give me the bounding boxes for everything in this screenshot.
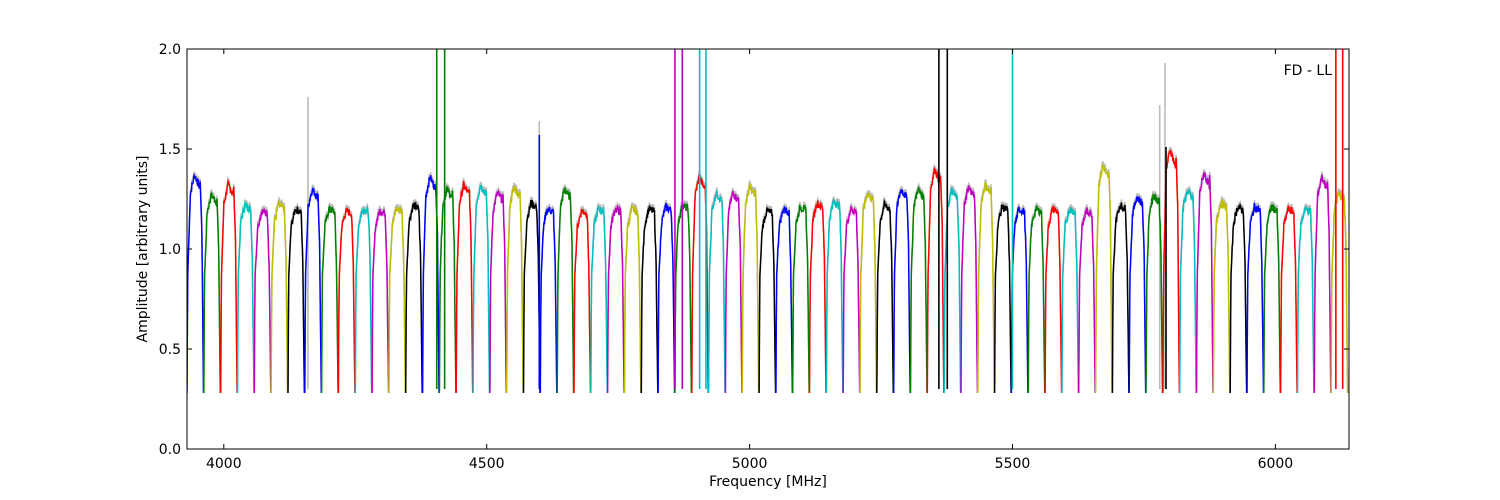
- band-segment-23: [573, 208, 592, 394]
- band-segment-40: [859, 192, 878, 394]
- band-segment-8: [320, 205, 339, 394]
- band-segment-19: [505, 185, 524, 394]
- band-segment-51: [1044, 205, 1063, 394]
- band-segment-56: [1128, 195, 1147, 394]
- band-segment-17: [472, 184, 491, 394]
- x-tick-label: 5000: [732, 456, 768, 472]
- band-segment-24: [590, 205, 609, 394]
- band-segment-46: [960, 185, 979, 394]
- band-segment-13: [404, 200, 423, 394]
- band-segment-21: [539, 206, 558, 394]
- band-segment-66: [1296, 206, 1315, 394]
- band-segment-32: [724, 190, 743, 394]
- band-segment-65: [1279, 205, 1298, 394]
- band-segment-29: [674, 202, 693, 394]
- band-segment-11: [371, 208, 390, 394]
- band-segment-36: [791, 204, 810, 394]
- band-segment-59: [1178, 188, 1197, 394]
- band-segment-9: [337, 207, 356, 394]
- band-segment-47: [977, 182, 996, 394]
- band-segment-48: [993, 204, 1012, 394]
- band-segment-62: [1229, 202, 1248, 394]
- plot-frame: [186, 48, 1350, 450]
- band-segment-52: [1061, 206, 1080, 394]
- band-segment-60: [1195, 172, 1214, 394]
- band-segment-55: [1111, 202, 1130, 394]
- band-segment-15: [438, 185, 457, 394]
- y-tick-label: 1.5: [159, 142, 181, 158]
- band-segment-4: [253, 208, 272, 394]
- band-segment-5: [270, 198, 289, 394]
- band-segment-33: [741, 183, 760, 394]
- band-segment-2: [219, 178, 238, 394]
- y-axis: 0.0 0.5 1.0 1.5 2.0: [159, 42, 1349, 458]
- band-segment-53: [1077, 207, 1096, 394]
- band-segment-41: [876, 198, 895, 394]
- band-segment-38: [825, 199, 844, 394]
- band-segment-64: [1263, 204, 1282, 394]
- x-tick-label: 6000: [1258, 456, 1294, 472]
- y-tick-label: 0.0: [159, 442, 181, 458]
- band-segment-12: [388, 206, 407, 394]
- band-segment-35: [775, 206, 794, 394]
- band-segment-34: [758, 207, 777, 394]
- band-segment-28: [657, 203, 676, 394]
- band-segment-6: [287, 206, 306, 394]
- y-tick-label: 1.0: [159, 242, 181, 258]
- band-segment-49: [1010, 206, 1029, 394]
- band-segment-63: [1246, 202, 1265, 394]
- series-group: [187, 49, 1349, 394]
- band-segment-26: [623, 205, 642, 394]
- band-segment-37: [808, 200, 827, 394]
- band-segment-7: [304, 187, 323, 394]
- band-segment-68: [1330, 190, 1349, 394]
- band-segment-22: [556, 185, 575, 394]
- x-tick-label: 4000: [206, 456, 242, 472]
- y-tick-label: 0.5: [159, 342, 181, 358]
- band-segment-10: [354, 205, 373, 394]
- x-axis-label: Frequency [MHz]: [709, 474, 827, 490]
- band-segment-16: [455, 180, 474, 394]
- band-segment-18: [489, 189, 508, 394]
- band-segment-25: [606, 204, 625, 394]
- band-segment-20: [522, 199, 541, 394]
- band-segment-54: [1094, 164, 1113, 394]
- foreground-series: [187, 49, 1349, 394]
- band-segment-50: [1027, 205, 1046, 394]
- y-tick-label: 2.0: [159, 42, 181, 58]
- x-axis: 4000 4500 5000 5500 6000: [206, 49, 1293, 472]
- band-segment-42: [892, 189, 911, 394]
- band-segment-3: [236, 201, 255, 394]
- band-segment-1: [203, 192, 222, 394]
- band-segment-31: [707, 190, 726, 394]
- band-segment-0: [187, 173, 205, 394]
- band-segment-61: [1212, 198, 1231, 394]
- band-segment-57: [1145, 192, 1164, 394]
- annotation-label: FD - LL: [1284, 63, 1333, 79]
- background-series: [187, 63, 1349, 391]
- x-tick-label: 5500: [995, 456, 1031, 472]
- x-tick-label: 4500: [469, 456, 505, 472]
- y-axis-label: Amplitude [arbitrary units]: [135, 156, 151, 343]
- band-segment-43: [909, 185, 928, 394]
- band-segment-27: [640, 205, 659, 394]
- band-segment-67: [1313, 174, 1332, 394]
- band-segment-44: [926, 167, 945, 394]
- band-segment-39: [842, 205, 861, 394]
